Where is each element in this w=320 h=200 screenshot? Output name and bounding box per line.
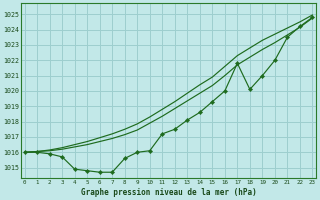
X-axis label: Graphe pression niveau de la mer (hPa): Graphe pression niveau de la mer (hPa) (81, 188, 256, 197)
